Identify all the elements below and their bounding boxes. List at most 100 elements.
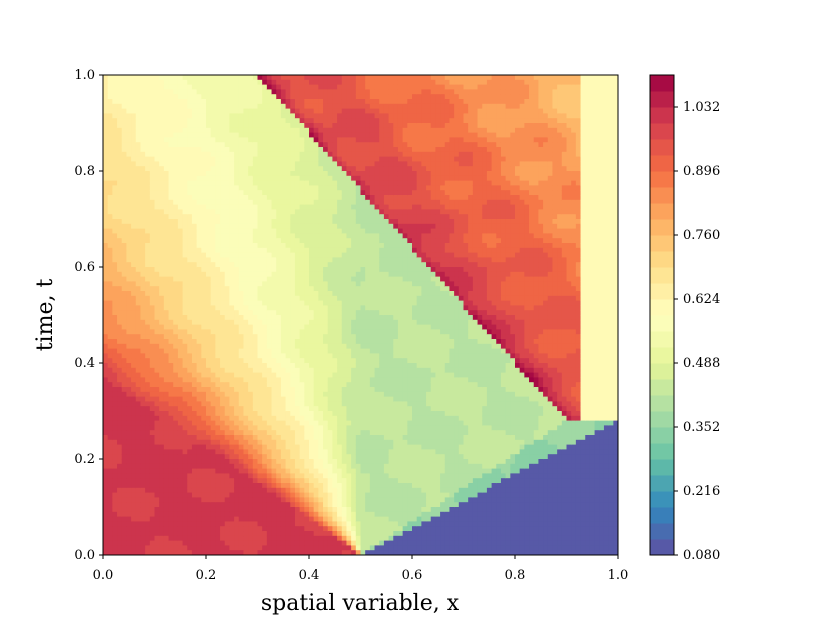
heatmap-cell (135, 161, 142, 167)
heatmap-cell (140, 267, 146, 273)
heatmap-cell (304, 281, 310, 287)
heatmap-cell (224, 454, 231, 460)
heatmap-cell (290, 310, 296, 316)
heatmap-cell (243, 171, 249, 177)
heatmap-cell (177, 483, 184, 489)
heatmap-cell (252, 483, 259, 489)
heatmap-cell (290, 511, 296, 518)
heatmap-cell (168, 180, 174, 186)
heatmap-cell (234, 439, 240, 446)
heatmap-cell (196, 108, 202, 114)
heatmap-cell (229, 425, 235, 431)
heatmap-cell (140, 209, 146, 215)
heatmap-cell (266, 142, 273, 148)
heatmap-cell (224, 305, 231, 311)
heatmap-cell (168, 108, 174, 114)
heatmap-cell (210, 199, 216, 206)
heatmap-cell (163, 195, 170, 201)
heatmap-cell (243, 454, 249, 460)
heatmap-cell (210, 473, 216, 479)
heatmap-cell (290, 492, 296, 498)
heatmap-cell (121, 166, 128, 172)
heatmap-cell (262, 507, 268, 513)
heatmap-cell (309, 367, 315, 374)
heatmap-cell (126, 444, 132, 450)
heatmap-cell (327, 334, 334, 340)
heatmap-cell (262, 377, 268, 383)
heatmap-cell (154, 324, 160, 330)
heatmap-cell (182, 89, 188, 95)
heatmap-cell (177, 190, 184, 196)
heatmap-cell (252, 319, 259, 326)
heatmap-cell (285, 411, 291, 417)
heatmap-cell (131, 507, 137, 513)
heatmap-cell (182, 348, 188, 354)
heatmap-cell (238, 353, 245, 359)
heatmap-cell (154, 219, 160, 225)
heatmap-cell (323, 127, 329, 134)
heatmap-cell (299, 199, 305, 206)
heatmap-cell (220, 329, 226, 335)
heatmap-cell (121, 435, 128, 441)
heatmap-cell (117, 175, 123, 182)
heatmap-cell (248, 238, 254, 244)
heatmap-cell (294, 487, 301, 494)
heatmap-cell (271, 161, 277, 167)
heatmap-cell (323, 377, 329, 383)
heatmap-cell (252, 377, 259, 383)
heatmap-cell (140, 166, 146, 172)
heatmap-cell (224, 478, 231, 484)
heatmap-cell (215, 180, 221, 186)
heatmap-cell (290, 329, 296, 335)
heatmap-cell (224, 540, 231, 546)
heatmap-cell (196, 348, 202, 354)
heatmap-cell (243, 430, 249, 436)
heatmap-cell (163, 147, 170, 153)
heatmap-cell (215, 406, 221, 412)
heatmap-cell (280, 463, 287, 470)
heatmap-cell (187, 147, 193, 153)
heatmap-cell (318, 372, 324, 378)
heatmap-cell (196, 463, 202, 470)
heatmap-cell (285, 339, 291, 345)
heatmap-cell (117, 372, 123, 378)
heatmap-cell (131, 329, 137, 335)
heatmap-cell (299, 353, 305, 359)
heatmap-cell (206, 334, 212, 340)
heatmap-cell (103, 271, 109, 278)
heatmap-cell (168, 295, 174, 302)
heatmap-cell (168, 343, 174, 350)
heatmap-cell (163, 444, 170, 450)
heatmap-cell (196, 137, 202, 143)
heatmap-cell (332, 276, 338, 282)
heatmap-cell (145, 343, 151, 350)
heatmap-cell (182, 195, 188, 201)
heatmap-cell (290, 195, 296, 201)
heatmap-cell (323, 358, 329, 364)
heatmap-cell (154, 99, 160, 105)
heatmap-cell (323, 286, 329, 292)
heatmap-cell (182, 382, 188, 388)
heatmap-cell (318, 204, 324, 210)
heatmap-cell (215, 233, 221, 239)
heatmap-cell (159, 276, 165, 282)
heatmap-cell (112, 492, 118, 498)
heatmap-cell (117, 435, 123, 441)
heatmap-cell (196, 281, 202, 287)
heatmap-cell (177, 89, 184, 95)
heatmap-cell (234, 190, 240, 196)
heatmap-cell (262, 214, 268, 220)
heatmap-cell (126, 358, 132, 364)
heatmap-cell (182, 214, 188, 220)
heatmap-cell (248, 468, 254, 474)
heatmap-cell (243, 497, 249, 503)
heatmap-cell (224, 123, 231, 129)
heatmap-cell (191, 401, 198, 407)
heatmap-cell (103, 262, 109, 268)
heatmap-cell (257, 223, 263, 230)
heatmap-cell (112, 502, 118, 508)
heatmap-cell (206, 415, 212, 422)
heatmap-cell (234, 463, 240, 470)
heatmap-cell (131, 348, 137, 354)
heatmap-cell (238, 262, 245, 268)
